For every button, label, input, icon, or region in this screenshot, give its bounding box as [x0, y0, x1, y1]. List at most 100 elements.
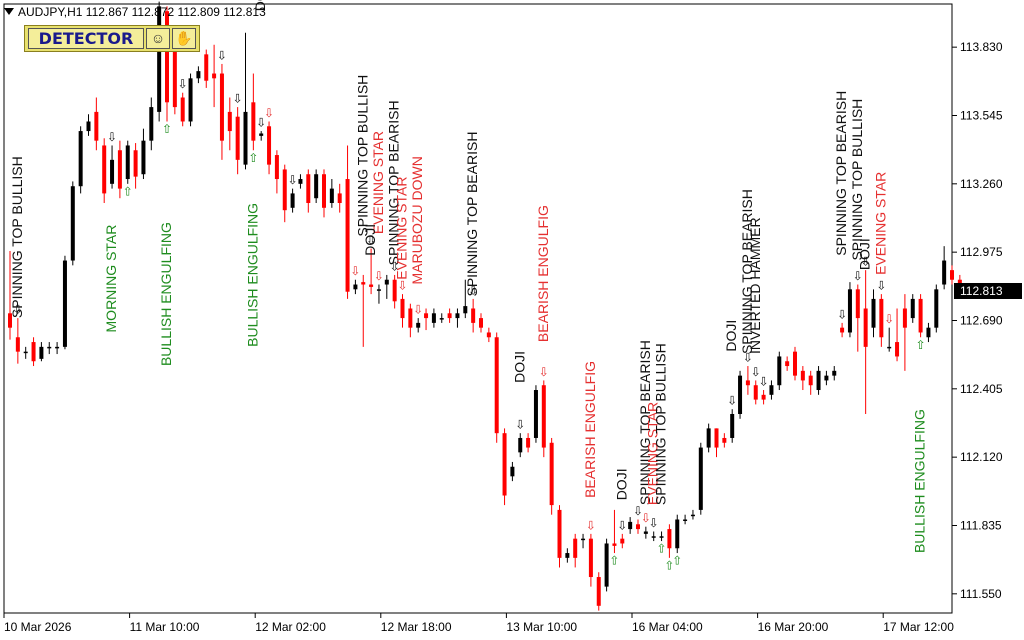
x-tick-label: 12 Mar 18:00 [381, 620, 452, 634]
x-tick-label: 12 Mar 02:00 [255, 620, 326, 634]
candle-body [141, 140, 146, 175]
arrow-down-icon: ⇩ [264, 106, 274, 120]
candle-body [15, 337, 20, 352]
candle-body [353, 284, 358, 290]
candle-body [55, 346, 60, 349]
x-tick-label: 13 Mar 10:00 [506, 620, 577, 634]
pattern-label: EVENING STAR [645, 402, 661, 505]
candle-body [243, 111, 248, 165]
pattern-label: DOJI [362, 224, 378, 256]
candle-body [463, 306, 468, 314]
arrows-layer: ⇩⇩⇧⇧⇩⇩⇩⇧⇩⇩⇩⇩⇩⇩⇩⇩⇩⇩⇩⇩⇩⇧⇩⇩⇩⇩⇧⇧⇧⇩⇩⇩⇩⇩⇩⇩⇩⇩⇧ [13, 48, 926, 572]
candle-body [494, 337, 499, 434]
arrow-down-icon: ⇩ [727, 394, 737, 408]
arrow-down-icon: ⇩ [374, 269, 384, 283]
chart-header: AUDJPY,H1 112.867 112.872 112.809 112.81… [4, 5, 266, 19]
candle-body [565, 553, 570, 558]
candle-body [384, 279, 389, 285]
candle-body [298, 179, 303, 184]
arrow-down-icon: ⇩ [539, 365, 549, 379]
time-axis: 10 Mar 2026 11 Mar 10:00 12 Mar 02:00 12 Ma… [3, 613, 954, 634]
smile-icon[interactable]: ☺ [146, 28, 170, 49]
arrow-down-icon: ⇩ [515, 418, 525, 432]
candle-body [753, 385, 758, 400]
candle-body [745, 380, 750, 386]
pattern-label: SPINNING TOP BEARISH [386, 100, 402, 265]
candle-body [479, 318, 483, 328]
arrow-down-icon: ⇩ [837, 307, 847, 321]
arrow-up-icon: ⇧ [248, 151, 258, 165]
menu-triangle-icon[interactable] [4, 8, 14, 15]
candle-body [620, 538, 625, 544]
candle-body [659, 536, 664, 538]
y-tick-label: 112.120 [960, 450, 1003, 464]
candle-body [926, 327, 931, 338]
pattern-label: INVERTED HAMMER [747, 217, 763, 354]
candle-body [730, 413, 735, 438]
candle-body [188, 78, 193, 122]
x-tick-label: 16 Mar 20:00 [758, 620, 829, 634]
candle-body [683, 519, 688, 521]
pattern-label: BULLISH ENGULFING [158, 222, 174, 366]
pattern-label: SPINNING TOP BEARISH [739, 189, 755, 354]
x-tick-label: 10 Mar 2026 [4, 620, 72, 634]
candle-body [533, 390, 538, 438]
candle-body [157, 6, 162, 112]
candle-body [408, 308, 413, 328]
detector-panel: DETECTOR ☺ ✋ [24, 25, 200, 52]
arrow-down-icon: ⇩ [350, 264, 360, 278]
hand-icon[interactable]: ✋ [172, 28, 196, 49]
candle-body [251, 102, 256, 141]
candle-body [70, 186, 75, 261]
arrow-down-icon: ⇩ [759, 375, 769, 389]
x-tick-label: 17 Mar 12:00 [883, 620, 954, 634]
candle-body [675, 519, 680, 549]
candle-body [235, 116, 240, 160]
candle-body [110, 159, 115, 184]
pattern-label: DOJI [252, 0, 268, 11]
arrow-down-icon: ⇩ [288, 173, 298, 187]
candle-body [267, 126, 272, 165]
pattern-label: DOJI [613, 468, 629, 500]
candle-body [636, 524, 640, 530]
pattern-label: BULLISH ENGULFING [912, 409, 928, 553]
candle-body [329, 188, 334, 204]
y-tick-label: 111.835 [960, 518, 1002, 532]
candle-body [887, 346, 892, 349]
y-tick-label: 113.830 [960, 40, 1003, 54]
candle-body [259, 133, 264, 136]
y-tick-label: 112.690 [960, 313, 1003, 327]
candle-body [227, 111, 232, 132]
candle-body [345, 179, 350, 292]
arrow-down-icon: ⇩ [413, 303, 423, 317]
price-axis: 113.830 113.545 113.260 112.975 112.690 112.4… [952, 40, 1022, 601]
candle-body [31, 342, 36, 362]
detector-button[interactable]: DETECTOR [28, 28, 144, 49]
arrow-up-icon: ⇧ [609, 554, 619, 568]
candle-body [526, 437, 531, 448]
candle-body [816, 370, 821, 391]
arrow-down-icon: ⇩ [107, 130, 117, 144]
pattern-label: BEARISH ENGULFIG [582, 361, 598, 498]
y-tick-label: 112.975 [960, 245, 1003, 259]
candle-body [125, 145, 130, 180]
pattern-labels-layer: SPINNING TOP BULLISH MORNING STAR BULLISH … [9, 0, 928, 553]
pattern-label: MARUBOZU DOWN [409, 156, 425, 284]
candle-body [942, 260, 947, 285]
arrow-down-icon: ⇩ [743, 351, 753, 365]
candle-body [557, 509, 562, 558]
candle-body [196, 71, 201, 79]
candle-body [212, 73, 217, 79]
candle-body [918, 298, 923, 333]
candle-body [165, 11, 169, 103]
arrow-down-icon: ⇩ [217, 48, 227, 62]
candle-body [392, 279, 397, 302]
candle-body [667, 529, 672, 549]
arrow-down-icon: ⇩ [13, 303, 23, 317]
candle-body [541, 385, 546, 448]
candle-body [628, 521, 633, 530]
arrow-down-icon: ⇩ [633, 504, 643, 518]
candle-body [94, 111, 99, 141]
candle-body [847, 289, 852, 333]
arrow-up-icon: ⇧ [672, 554, 682, 568]
